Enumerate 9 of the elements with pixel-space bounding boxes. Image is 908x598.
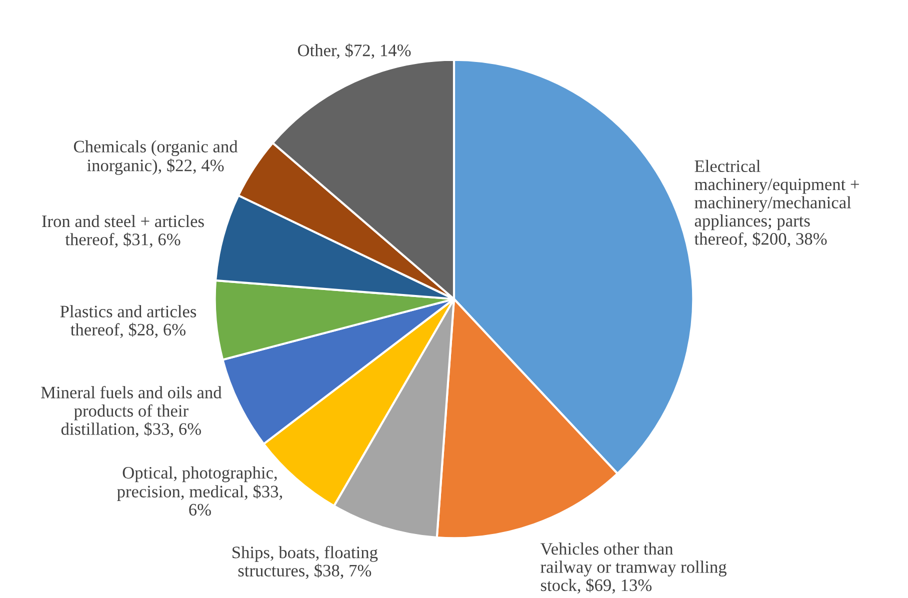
slice-label: Ships, boats, floating structures, $38, 7%	[232, 546, 378, 579]
slice-label: Vehicles other than railway or tramway rolling stock, $69, 13%	[540, 542, 726, 594]
slice-label: Electrical machinery/equipment + machinery/mechanical appliances; parts thereof, $200, 38%	[694, 160, 859, 248]
slice-label: Optical, photographic, precision, medical, $33, 6%	[117, 466, 282, 516]
slice-label: Mineral fuels and oils and products of their distillation, $33, 6%	[41, 386, 222, 438]
slice-label: Iron and steel + articles thereof, $31, 6%	[42, 214, 204, 248]
slice-label: Other, $72, 14%	[298, 44, 411, 59]
slice-label: Chemicals (organic and inorganic), $22, 4%	[74, 140, 238, 175]
slice-label: Plastics and articles thereof, $28, 6%	[60, 305, 196, 338]
